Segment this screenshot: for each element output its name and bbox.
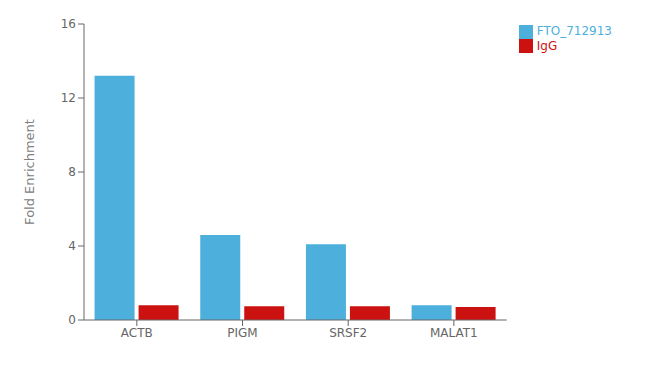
svg-text:0: 0 <box>68 313 76 327</box>
html-text:FTO_712913: FTO_712913 <box>536 24 612 38</box>
svg-text:SRSF2: SRSF2 <box>329 326 367 340</box>
svg-text:12: 12 <box>61 91 76 105</box>
svg-text:16: 16 <box>61 17 76 31</box>
svg-text:8: 8 <box>68 165 76 179</box>
svg-text:4: 4 <box>68 239 76 253</box>
svg-text:Fold Enrichment: Fold Enrichment <box>22 119 37 225</box>
svg-text:PIGM: PIGM <box>227 326 257 340</box>
html-text:IgG: IgG <box>536 38 558 53</box>
svg-text:MALAT1: MALAT1 <box>430 326 478 340</box>
svg-text:ACTB: ACTB <box>121 326 153 340</box>
